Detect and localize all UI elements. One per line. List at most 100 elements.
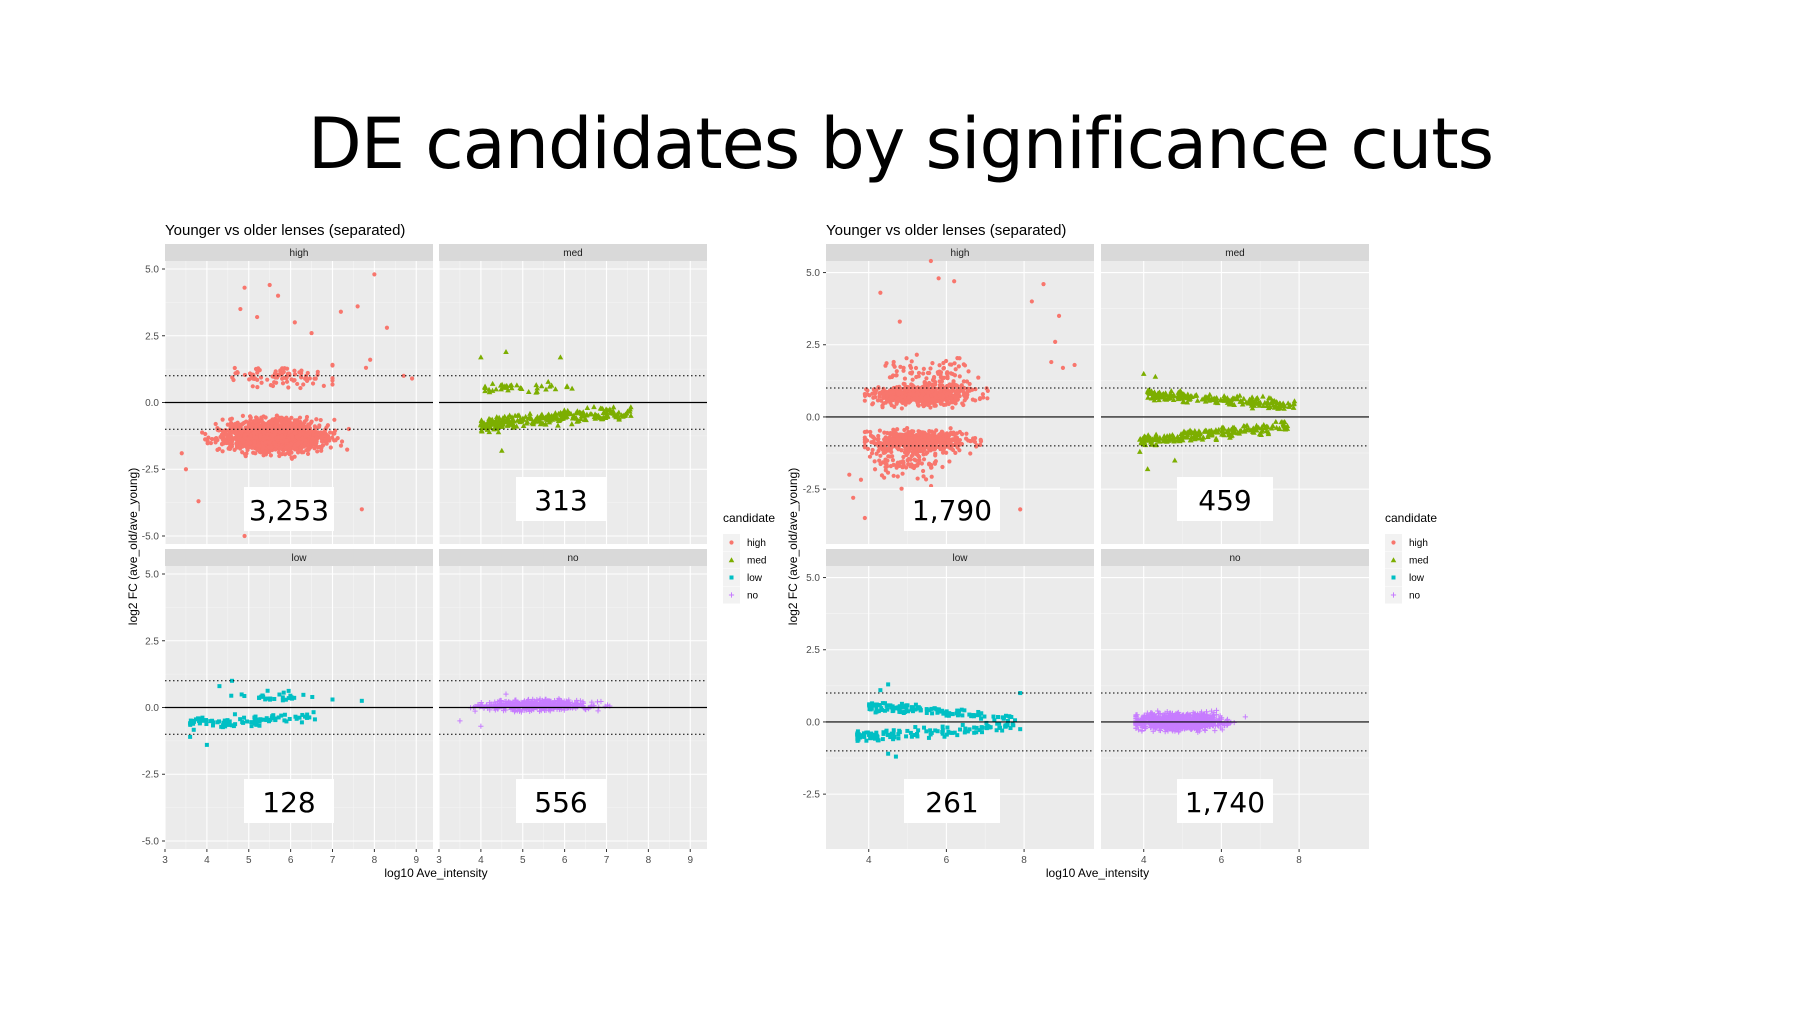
data-point-high <box>947 432 952 438</box>
data-point-low <box>979 725 984 730</box>
data-point-high <box>894 373 899 378</box>
data-point-high <box>921 457 927 462</box>
data-point-high <box>938 431 943 436</box>
data-point-high <box>955 390 960 395</box>
data-point-high <box>904 356 909 361</box>
data-point-high <box>918 431 923 436</box>
data-point-high <box>309 419 314 424</box>
data-point-high <box>882 430 887 435</box>
data-point-high <box>868 429 873 435</box>
data-point-high <box>941 375 947 380</box>
data-point-high <box>892 364 897 369</box>
data-point-high <box>936 276 941 281</box>
data-point-high <box>325 423 331 428</box>
data-point-high <box>894 369 899 374</box>
data-point-high <box>862 515 867 521</box>
data-point-high <box>985 396 990 401</box>
data-point-high <box>1072 362 1077 368</box>
data-point-high <box>908 365 914 370</box>
data-point-low <box>910 705 915 710</box>
data-point-high <box>878 461 883 467</box>
data-point-low <box>875 734 880 739</box>
data-point-low <box>940 730 945 735</box>
data-point-low <box>979 716 984 721</box>
data-point-high <box>926 390 931 395</box>
data-point-high <box>318 417 323 423</box>
data-point-high <box>941 360 946 366</box>
data-point-high <box>928 258 933 264</box>
data-point-high <box>338 443 344 448</box>
data-point-high <box>867 454 873 459</box>
data-point-high <box>884 361 889 366</box>
data-point-low <box>879 707 884 712</box>
data-point-high <box>862 393 868 398</box>
data-point-high <box>955 356 960 361</box>
data-point-low <box>864 738 869 743</box>
data-point-low <box>897 730 902 735</box>
data-point-low <box>929 730 934 735</box>
count-label: 261 <box>925 786 978 819</box>
data-point-high <box>937 382 942 388</box>
data-point-high <box>1041 282 1046 287</box>
facet-strip-label: med <box>1225 248 1244 259</box>
data-point-low <box>958 727 963 732</box>
data-point-high <box>315 449 320 454</box>
data-point-high <box>901 365 906 370</box>
y-tick-label: 0.0 <box>806 717 820 728</box>
data-point-high <box>928 366 933 371</box>
data-point-low <box>946 729 951 734</box>
data-point-high <box>903 402 908 407</box>
data-point-high <box>873 388 879 393</box>
data-point-low <box>886 682 891 687</box>
data-point-high <box>847 472 852 477</box>
facet-scatter-chart-left: Younger vs older lenses (separated)high3… <box>126 222 775 880</box>
data-point-high <box>901 454 906 460</box>
data-point-high <box>920 392 926 397</box>
y-tick-label: 0.0 <box>806 412 820 423</box>
data-point-high <box>963 396 969 401</box>
data-point-high <box>957 437 963 443</box>
data-point-low <box>913 725 918 730</box>
data-point-high <box>328 445 333 450</box>
data-point-high <box>914 374 919 380</box>
data-point-high <box>877 428 882 433</box>
data-point-low <box>1000 715 1005 720</box>
data-point-high <box>917 454 922 459</box>
data-point-high <box>968 386 973 392</box>
data-point-high <box>894 444 900 449</box>
data-point-high <box>950 447 956 453</box>
y-tick-label: 2.5 <box>806 340 820 351</box>
data-point-low <box>933 728 938 733</box>
data-point-high <box>914 352 919 357</box>
data-point-low <box>918 706 923 711</box>
data-point-low <box>1003 723 1008 728</box>
x-tick-label: 6 <box>944 855 950 866</box>
data-point-low <box>972 730 977 735</box>
data-point-low <box>991 714 996 719</box>
data-point-high <box>947 362 953 367</box>
data-point-low <box>892 705 897 710</box>
data-point-high <box>922 381 927 386</box>
data-point-high <box>915 463 920 468</box>
data-point-high <box>966 369 971 374</box>
data-point-high <box>925 450 930 455</box>
data-point-low <box>972 725 977 730</box>
data-point-low <box>950 730 955 735</box>
data-point-high <box>948 371 954 376</box>
data-point-high <box>888 464 893 469</box>
data-point-low <box>1018 727 1023 732</box>
data-point-low <box>934 707 939 712</box>
data-point-high <box>957 374 962 379</box>
data-point-low <box>908 730 913 735</box>
data-point-high <box>898 460 903 465</box>
data-point-high <box>949 399 955 405</box>
data-point-high <box>940 464 945 470</box>
data-point-high <box>978 439 984 444</box>
data-point-low <box>877 703 882 708</box>
data-point-low <box>865 730 870 735</box>
data-point-high <box>912 457 917 462</box>
data-point-high <box>858 477 864 482</box>
